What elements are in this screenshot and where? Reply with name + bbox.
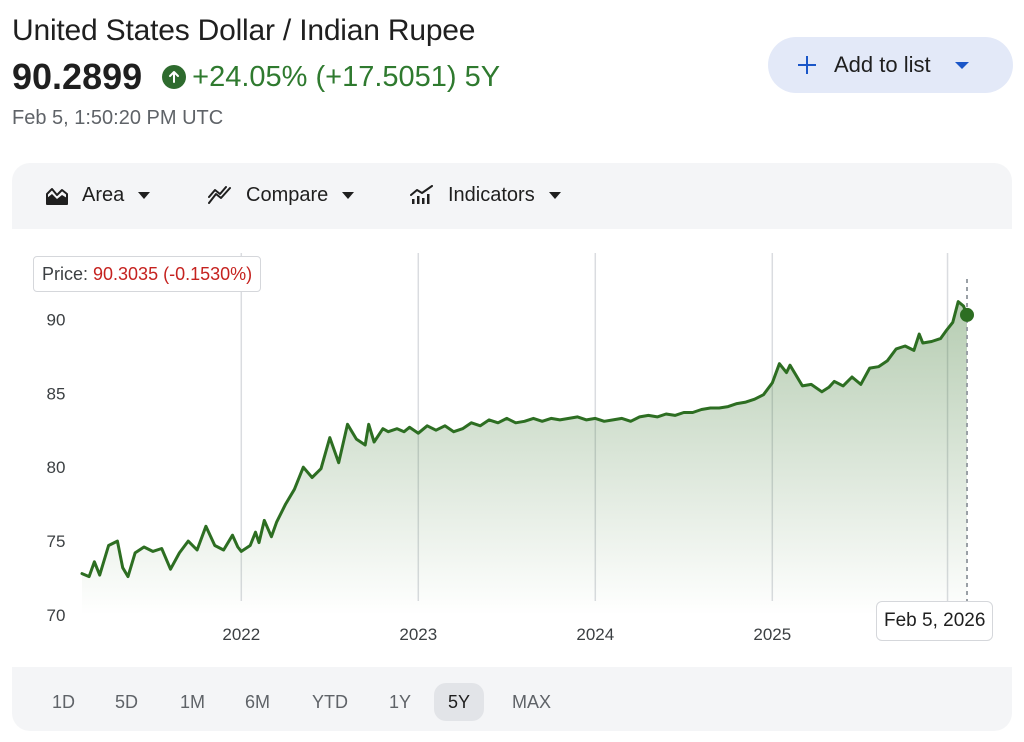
area-label: Area: [82, 183, 125, 206]
arrow-up-icon: [162, 65, 187, 89]
range-max[interactable]: MAX: [512, 691, 552, 712]
range-1m[interactable]: 1M: [180, 691, 206, 712]
chevron-down-icon[interactable]: [954, 61, 969, 69]
price-change: +24.05% (+17.5051) 5Y: [192, 60, 501, 93]
tooltip-value: 90.3035 (-0.1530%): [93, 263, 253, 284]
range-5y[interactable]: 5Y: [434, 683, 485, 721]
current-price: 90.2899: [12, 56, 143, 97]
area-chart-icon: [46, 188, 68, 205]
indicators-icon: [410, 185, 433, 204]
add-to-list-label: Add to list: [834, 52, 931, 77]
y-tick-label: 80: [47, 458, 66, 477]
compare-label: Compare: [246, 183, 329, 206]
y-tick-label: 85: [47, 384, 66, 403]
indicators-dropdown[interactable]: Indicators: [410, 181, 561, 209]
chevron-down-icon: [138, 191, 151, 199]
chart-area[interactable]: 2022 2023 2024 2025 70 75 80 85 90 Price: 90.303…: [12, 229, 1012, 667]
x-tick-label: 2025: [753, 625, 791, 644]
x-tick-label: 2024: [576, 625, 614, 644]
price-row: 90.2899 +24.05% (+17.5051) 5Y: [12, 56, 500, 98]
chevron-down-icon: [342, 191, 355, 199]
series-line: [80, 300, 969, 579]
range-ytd[interactable]: YTD: [312, 691, 348, 712]
plus-icon: [798, 56, 816, 74]
y-tick-label: 70: [47, 606, 66, 625]
timestamp: Feb 5, 1:50:20 PM UTC: [12, 107, 224, 129]
range-5d[interactable]: 5D: [115, 691, 139, 712]
chart-panel: Area Compare Indicators: [12, 163, 1012, 731]
range-1d[interactable]: 1D: [52, 691, 76, 712]
y-tick-label: 75: [47, 532, 66, 551]
series-area: [82, 301, 967, 615]
price-tooltip: Price: 90.3035 (-0.1530%): [33, 256, 262, 292]
indicators-label: Indicators: [448, 183, 535, 206]
area-dropdown[interactable]: Area: [46, 181, 151, 209]
chevron-down-icon: [548, 191, 561, 199]
page-title: United States Dollar / Indian Rupee: [12, 14, 476, 47]
chart-toolbar: Area Compare Indicators: [12, 163, 1012, 226]
compare-icon: [208, 186, 231, 204]
current-price-dot: [960, 307, 974, 322]
x-tick-label: 2023: [399, 625, 437, 644]
x-tick-label: 2022: [222, 625, 260, 644]
y-tick-label: 90: [47, 310, 66, 329]
crosshair-date-label: Feb 5, 2026: [876, 601, 994, 641]
range-1y[interactable]: 1Y: [389, 691, 412, 712]
add-to-list-button[interactable]: Add to list: [768, 37, 1013, 93]
price-chart[interactable]: 2022 2023 2024 2025 70 75 80 85 90: [12, 229, 1012, 667]
range-6m[interactable]: 6M: [245, 691, 271, 712]
tooltip-key: Price:: [42, 263, 94, 284]
compare-dropdown[interactable]: Compare: [208, 181, 355, 209]
range-selector: 1D 5D 1M 6M YTD 1Y 5Y MAX: [12, 673, 1012, 723]
